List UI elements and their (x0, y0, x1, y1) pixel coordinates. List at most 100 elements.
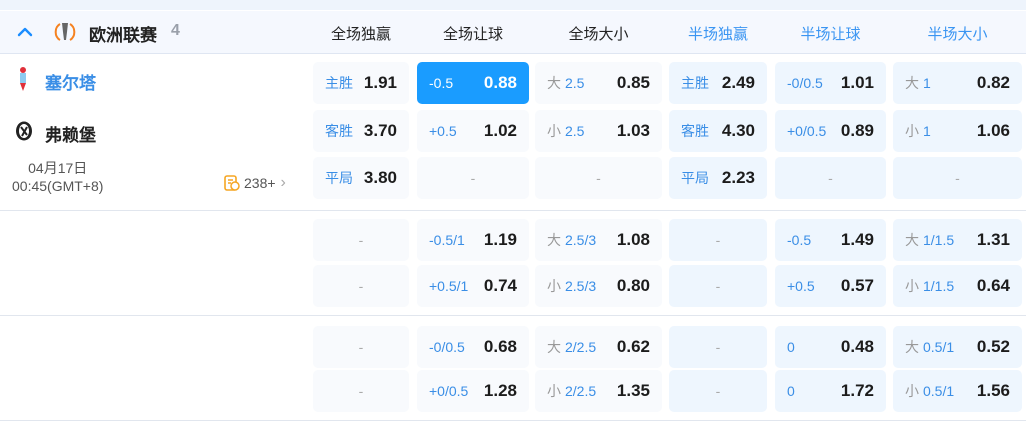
market-line: -0/0.5 (429, 339, 465, 355)
odds-cell-ht-handicap[interactable]: -0/0.5 1.01 (775, 62, 886, 104)
odds-cell-ft-handicap[interactable]: +0/0.5 1.28 (417, 370, 529, 412)
odds-value: 0.82 (976, 73, 1010, 92)
market-line: 0 (787, 339, 795, 355)
over-under-label: 大 (547, 75, 561, 91)
odds-cell-ht-handicap[interactable]: 0 1.72 (775, 370, 886, 412)
odds-value: 1.02 (483, 121, 517, 140)
freiburg-crest-icon (16, 121, 32, 141)
divider (0, 210, 1026, 211)
odds-cell-ft-handicap[interactable]: -0/0.5 0.68 (417, 326, 529, 368)
market-line: 2/2.5 (565, 339, 597, 355)
column-header-ht-over-under: 半场大小 (927, 26, 988, 43)
odds-cell-ht-handicap[interactable]: +0/0.5 0.89 (775, 110, 886, 152)
odds-cell-ht-over-under[interactable]: 大 1 0.82 (893, 62, 1022, 104)
kickoff-time: 04月17日 00:45(GMT+8) (12, 159, 103, 195)
odds-cell-ht-1x2: - (669, 219, 767, 261)
match-time: 00:45(GMT+8) (12, 178, 104, 194)
market-line: 主胜 (681, 75, 709, 91)
odds-value: 3.70 (363, 121, 397, 140)
odds-cell-ht-over-under[interactable]: 小 1 1.06 (893, 110, 1022, 152)
market-line: 客胜 (681, 123, 709, 139)
home-team[interactable]: 塞尔塔 (45, 74, 96, 93)
odds-cell-ft-1x2[interactable]: 主胜 1.91 (313, 62, 409, 104)
odds-value: 0.74 (483, 276, 517, 295)
odds-cell-ht-handicap[interactable]: 0 0.48 (775, 326, 886, 368)
market-line: 客胜 (325, 123, 353, 139)
column-header-ht-1x2: 半场独赢 (687, 26, 748, 43)
market-line: 0.5/1 (923, 383, 955, 399)
divider (0, 315, 1026, 316)
odds-cell-ht-handicap: - (775, 157, 886, 199)
odds-cell-ft-over-under[interactable]: 大 2/2.5 0.62 (535, 326, 662, 368)
market-line: 1/1.5 (923, 232, 955, 248)
odds-cell-ht-1x2[interactable]: 主胜 2.49 (669, 62, 767, 104)
away-team[interactable]: 弗赖堡 (45, 126, 96, 145)
market-line: 1 (923, 123, 931, 139)
market-line: +0.5 (429, 123, 457, 139)
over-under-label: 小 (905, 278, 919, 294)
over-under-label: 小 (905, 123, 919, 139)
over-under-label: 大 (905, 75, 919, 91)
market-line: -0.5 (787, 232, 812, 248)
odds-cell-ht-1x2: - (669, 370, 767, 412)
over-under-label: 小 (905, 383, 919, 399)
odds-cell-ht-1x2: - (669, 326, 767, 368)
market-line: 主胜 (325, 75, 353, 91)
odds-value: 1.19 (483, 230, 517, 249)
odds-cell-ht-1x2[interactable]: 平局 2.23 (669, 157, 767, 199)
odds-cell-ht-over-under[interactable]: 小 1/1.5 0.64 (893, 265, 1022, 307)
odds-cell-ft-over-under[interactable]: 大 2.5/3 1.08 (535, 219, 662, 261)
odds-value: 4.30 (721, 121, 755, 140)
over-under-label: 小 (547, 383, 561, 399)
odds-value: 1.35 (616, 381, 650, 400)
divider (0, 420, 1026, 421)
market-line: 1 (923, 75, 931, 91)
odds-cell-ft-over-under[interactable]: 小 2.5/3 0.80 (535, 265, 662, 307)
odds-cell-ft-handicap[interactable]: +0.5/1 0.74 (417, 265, 529, 307)
odds-value: 0.52 (976, 337, 1010, 356)
column-header-ht-handicap: 半场让球 (800, 26, 861, 43)
league-name: 欧洲联赛 (89, 26, 157, 45)
odds-cell-ft-over-under[interactable]: 小 2/2.5 1.35 (535, 370, 662, 412)
market-line: 2.5/3 (565, 232, 597, 248)
odds-value: 0.57 (840, 276, 874, 295)
odds-cell-ht-over-under[interactable]: 大 1/1.5 1.31 (893, 219, 1022, 261)
odds-cell-ht-1x2: - (669, 265, 767, 307)
odds-cell-ht-handicap[interactable]: +0.5 0.57 (775, 265, 886, 307)
odds-value: 0.62 (616, 337, 650, 356)
odds-value: 0.89 (840, 121, 874, 140)
odds-value: 1.49 (840, 230, 874, 249)
odds-cell-ft-1x2: - (313, 219, 409, 261)
odds-value: 1.56 (976, 381, 1010, 400)
odds-cell-ft-handicap[interactable]: +0.5 1.02 (417, 110, 529, 152)
odds-cell-ht-handicap[interactable]: -0.5 1.49 (775, 219, 886, 261)
odds-value: 0.85 (616, 73, 650, 92)
odds-value: 1.72 (840, 381, 874, 400)
odds-cell-ft-handicap[interactable]: -0.5/1 1.19 (417, 219, 529, 261)
odds-cell-ft-handicap[interactable]: -0.5 0.88 (417, 62, 529, 104)
odds-value: 1.28 (483, 381, 517, 400)
odds-cell-ht-over-under[interactable]: 小 0.5/1 1.56 (893, 370, 1022, 412)
odds-cell-ft-1x2[interactable]: 客胜 3.70 (313, 110, 409, 152)
odds-value: 3.80 (363, 168, 397, 187)
odds-cell-ft-1x2[interactable]: 平局 3.80 (313, 157, 409, 199)
league-header[interactable]: 欧洲联赛 4 全场独赢 全场让球 全场大小 半场独赢 半场让球 半场大小 (0, 10, 1026, 54)
odds-cell-ft-over-under[interactable]: 大 2.5 0.85 (535, 62, 662, 104)
market-line: -0.5 (429, 75, 454, 91)
odds-value: 0.68 (483, 337, 517, 356)
match-date: 04月17日 (28, 160, 88, 176)
over-under-label: 小 (547, 123, 561, 139)
chevron-up-icon[interactable] (16, 23, 34, 41)
more-markets-count: 238+ (244, 175, 276, 191)
market-line: 平局 (681, 170, 709, 186)
odds-cell-ft-over-under: - (535, 157, 662, 199)
column-header-ft-over-under: 全场大小 (568, 26, 629, 43)
odds-cell-ft-over-under[interactable]: 小 2.5 1.03 (535, 110, 662, 152)
market-line: +0.5/1 (429, 278, 469, 294)
odds-cell-ht-over-under[interactable]: 大 0.5/1 0.52 (893, 326, 1022, 368)
more-markets-link[interactable]: 238+ › (224, 174, 286, 192)
odds-cell-ht-1x2[interactable]: 客胜 4.30 (669, 110, 767, 152)
market-line: 2.5 (565, 123, 585, 139)
celta-crest-icon (20, 67, 26, 91)
odds-value: 0.64 (976, 276, 1010, 295)
